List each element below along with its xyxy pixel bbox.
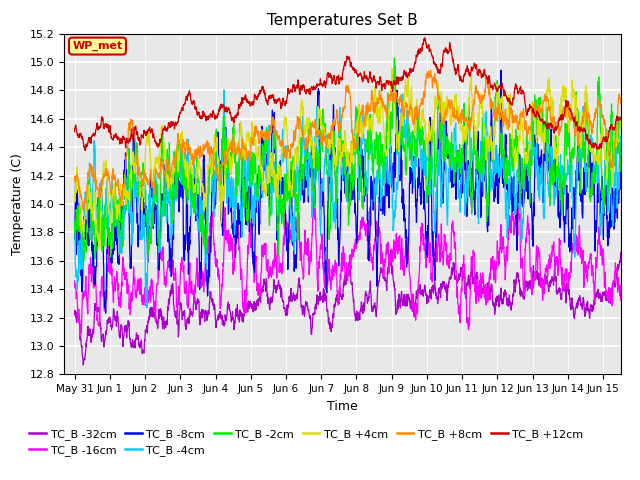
X-axis label: Time: Time [327,400,358,413]
Y-axis label: Temperature (C): Temperature (C) [11,153,24,255]
Legend: TC_B -32cm, TC_B -16cm, TC_B -8cm, TC_B -4cm, TC_B -2cm, TC_B +4cm, TC_B +8cm, T: TC_B -32cm, TC_B -16cm, TC_B -8cm, TC_B … [25,424,588,460]
Text: WP_met: WP_met [72,41,123,51]
Title: Temperatures Set B: Temperatures Set B [267,13,418,28]
